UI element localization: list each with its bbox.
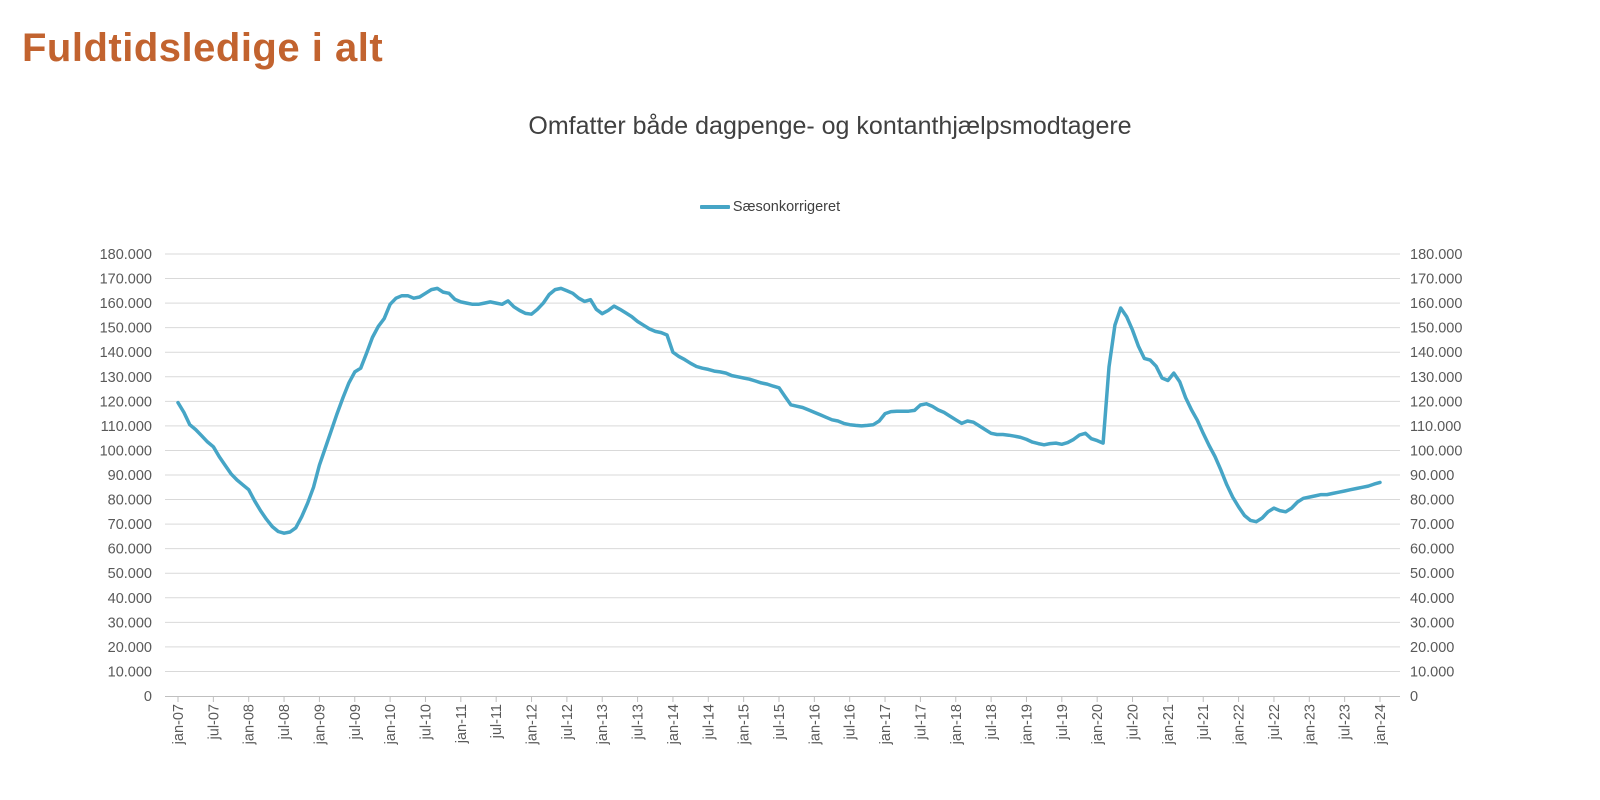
legend: Sæsonkorrigeret [0, 199, 1540, 215]
x-axis-tick-label: jan-16 [807, 704, 823, 745]
x-axis-tick-label: jul-16 [843, 704, 859, 740]
x-axis-tick-label: jan-21 [1161, 704, 1177, 745]
x-axis-tick-label: jan-07 [171, 704, 187, 745]
x-axis-tick-label: jan-10 [383, 704, 399, 745]
x-axis-tick-label: jan-12 [525, 704, 541, 745]
y-axis-label-right: 50.000 [1410, 566, 1454, 582]
y-axis-label-right: 170.000 [1410, 272, 1462, 288]
x-axis-tick-label: jul-09 [348, 704, 364, 740]
y-axis-label-left: 120.000 [100, 394, 152, 410]
x-axis-tick-label: jan-17 [878, 704, 894, 745]
y-axis-label-left: 140.000 [100, 345, 152, 361]
x-axis-tick-label: jan-20 [1090, 704, 1106, 745]
x-axis-tick-label: jan-18 [949, 704, 965, 745]
x-axis-tick-label: jan-14 [666, 704, 682, 745]
x-axis-tick-label: jul-14 [701, 704, 717, 740]
page-title: Fuldtidsledige i alt [22, 26, 384, 70]
legend-label: Sæsonkorrigeret [732, 199, 841, 215]
x-axis-tick-label: jan-15 [737, 704, 753, 745]
y-axis-label-right: 80.000 [1410, 493, 1454, 509]
x-axis-tick-label: jul-11 [489, 704, 505, 739]
y-axis-label-right: 180.000 [1410, 247, 1462, 263]
x-axis-tick-label: jan-08 [242, 704, 258, 745]
y-axis-label-right: 10.000 [1410, 664, 1454, 680]
y-axis-label-right: 150.000 [1410, 321, 1462, 337]
y-axis-label-left: 40.000 [108, 591, 152, 607]
y-axis-label-left: 30.000 [108, 615, 152, 631]
x-axis-tick-label: jul-07 [206, 704, 222, 740]
series-line-saesonkorrigeret [176, 286, 1382, 535]
y-axis-label-left: 10.000 [108, 664, 152, 680]
y-axis-label-right: 40.000 [1410, 591, 1454, 607]
y-axis-label-right: 60.000 [1410, 542, 1454, 558]
y-axis-label-left: 100.000 [100, 443, 152, 459]
y-axis-label-right: 0 [1410, 689, 1418, 705]
x-axis-tick-label: jan-13 [595, 704, 611, 745]
x-axis-tick-label: jul-20 [1126, 704, 1142, 740]
y-axis-label-left: 80.000 [108, 493, 152, 509]
y-axis-label-right: 30.000 [1410, 615, 1454, 631]
x-axis-tick-label: jul-15 [772, 704, 788, 740]
y-axis-label-right: 130.000 [1410, 370, 1462, 386]
x-axis-tick-label: jan-09 [312, 704, 328, 745]
y-axis-label-right: 100.000 [1410, 443, 1462, 459]
y-axis-label-left: 50.000 [108, 566, 152, 582]
x-axis-tick-label: jul-18 [984, 704, 1000, 740]
y-axis-label-right: 120.000 [1410, 394, 1462, 410]
x-axis-tick-label: jul-13 [631, 704, 647, 740]
y-axis-label-left: 150.000 [100, 321, 152, 337]
x-axis-tick-label: jan-19 [1019, 704, 1035, 745]
x-axis-tick-label: jul-21 [1196, 704, 1212, 740]
y-axis-label-left: 160.000 [100, 296, 152, 312]
x-axis-tick-label: jul-10 [418, 704, 434, 740]
x-axis-tick-label: jan-22 [1232, 704, 1248, 745]
legend-line-swatch [699, 205, 730, 209]
y-axis-label-left: 20.000 [108, 640, 152, 656]
chart-title: Omfatter både dagpenge- og kontanthjælps… [528, 112, 1132, 140]
y-axis-label-right: 160.000 [1410, 296, 1462, 312]
y-axis-label-right: 70.000 [1410, 517, 1454, 533]
y-axis-label-left: 70.000 [108, 517, 152, 533]
x-axis-tick-label: jan-23 [1302, 704, 1318, 745]
y-axis-label-left: 170.000 [100, 272, 152, 288]
y-axis-label-right: 140.000 [1410, 345, 1462, 361]
y-axis-label-left: 180.000 [100, 247, 152, 263]
y-axis-label-left: 90.000 [108, 468, 152, 484]
x-axis-tick-label: jul-17 [913, 704, 929, 740]
x-axis-tick-label: jul-22 [1267, 704, 1283, 740]
x-axis-tick-label: jul-08 [277, 704, 293, 740]
y-axis-label-right: 90.000 [1410, 468, 1454, 484]
y-axis-label-right: 20.000 [1410, 640, 1454, 656]
x-axis-tick-label: jul-19 [1055, 704, 1071, 740]
x-axis-tick-label: jul-23 [1338, 704, 1354, 740]
y-axis-label-left: 60.000 [108, 542, 152, 558]
y-axis-label-left: 110.000 [101, 419, 152, 435]
x-axis-tick-label: jul-12 [560, 704, 576, 740]
y-axis-label-left: 130.000 [100, 370, 152, 386]
x-axis-tick-label: jan-11 [454, 704, 470, 744]
x-axis-tick-label: jan-24 [1373, 704, 1389, 745]
y-axis-label-left: 0 [144, 689, 152, 705]
y-axis-label-right: 110.000 [1410, 419, 1461, 435]
